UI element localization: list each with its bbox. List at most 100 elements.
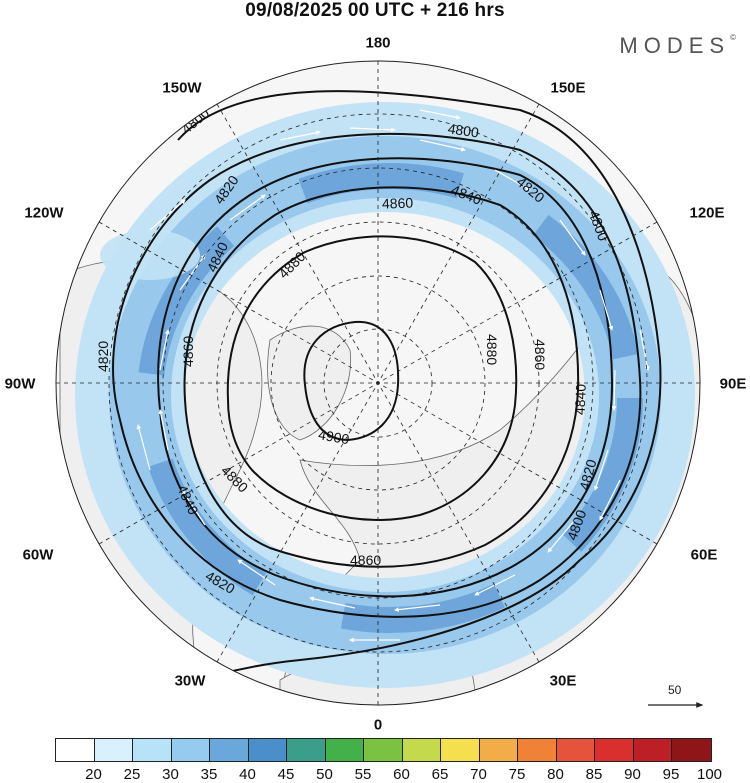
colorbar-tick-label: 45: [277, 766, 295, 783]
height-contours: [112, 90, 662, 701]
modes-logo: MODES©: [619, 33, 736, 59]
contour-4800: [139, 90, 662, 701]
reference-vector-arrow: [648, 702, 704, 708]
graticule: [56, 61, 700, 705]
contour-label: 4880: [484, 334, 500, 365]
colorbar-tick-label: 75: [508, 766, 526, 783]
colorbar-tick-label: 80: [547, 766, 564, 783]
contour-label: 4860: [180, 336, 196, 367]
meridian-150: [216, 103, 540, 663]
colorbar-tick-label: 25: [123, 766, 141, 783]
lon-label-120w: 120W: [24, 204, 64, 222]
colorbar-swatch: [595, 739, 634, 761]
contour-4900: [303, 320, 400, 442]
contour-4860: [183, 186, 580, 568]
lon-label-30e: 30E: [549, 672, 577, 690]
colorbar-swatch: [94, 739, 133, 761]
colorbar-swatch: [518, 739, 557, 761]
contour-label: 4800: [447, 120, 480, 140]
contour-label: 4860: [382, 195, 414, 212]
wind-arrow: [349, 127, 396, 133]
wind-arrow: [158, 409, 169, 451]
lon-label-60w: 60W: [22, 546, 54, 564]
reference-vector-label: 50: [668, 683, 682, 697]
western-jet-lobe: [100, 230, 200, 280]
latitude-circle: [108, 113, 648, 653]
wind-arrow: [599, 479, 621, 521]
colorbar-tick-label: 30: [162, 766, 179, 783]
contour-4820: [112, 132, 642, 618]
colorbar-tick-label: 70: [470, 766, 487, 783]
map-title: 09/08/2025 00 UTC + 216 hrs: [245, 0, 505, 21]
colorbar-tick-label: 90: [624, 766, 641, 783]
latitude-circle: [270, 275, 486, 491]
colorbar-swatch: [287, 739, 326, 761]
colorbar-tick-label: 55: [354, 766, 372, 783]
lon-label-120e: 120E: [689, 204, 725, 222]
colorbar-swatch: [133, 739, 172, 761]
wind-arrow: [559, 219, 586, 256]
lon-label-30w: 30W: [174, 672, 206, 690]
colorbar-swatch: [56, 739, 95, 761]
colorbar-swatch: [248, 739, 287, 761]
wind-arrow: [599, 289, 614, 331]
contour-label: 4840: [572, 383, 589, 415]
colorbar-swatch: [633, 739, 672, 761]
colorbar-swatch: [210, 739, 249, 761]
colorbar-swatch: [171, 739, 210, 761]
wind-arrow: [309, 596, 356, 609]
contour-label: 4820: [576, 457, 600, 491]
colorbar-swatch: [441, 739, 480, 761]
colorbar-tick-label: 50: [316, 766, 333, 783]
lon-label-150e: 150E: [550, 79, 586, 97]
colorbar-tick-label: 65: [431, 766, 449, 783]
contour-label: 4900: [317, 426, 351, 447]
copyright-mark: ©: [730, 33, 736, 42]
wind-arrow: [494, 169, 531, 191]
wind-arrow: [237, 559, 276, 586]
brand-text: MODES: [619, 33, 731, 58]
colorbar-swatch: [325, 739, 364, 761]
contour-label: 4820: [95, 341, 111, 372]
lon-label-90w: 90W: [4, 375, 36, 393]
jet-band-core: [137, 163, 643, 633]
colorbar-tick-label: 60: [393, 766, 410, 783]
colorbar-swatch: [672, 739, 711, 761]
wind-arrow: [611, 369, 617, 411]
wind-arrow: [279, 130, 321, 141]
wind-arrow: [179, 254, 206, 291]
colorbar-tick-label: 40: [239, 766, 256, 783]
contour-label: 4860: [532, 339, 548, 370]
colorbar-tick-label: 100: [696, 766, 723, 783]
colorbar-swatch: [479, 739, 518, 761]
lon-label-90e: 90E: [719, 375, 747, 393]
lon-label-180: 180: [365, 34, 391, 52]
wind-arrow: [593, 449, 609, 491]
wind-arrow: [639, 329, 650, 371]
colorbar-swatch: [364, 739, 403, 761]
colorbar-tick-label: 95: [662, 766, 680, 783]
wind-arrow: [136, 424, 151, 471]
colorbar: [55, 738, 712, 762]
colorbar-tick-label: 20: [85, 766, 102, 783]
contour-label: 4860: [350, 552, 381, 568]
wind-arrow: [181, 489, 206, 526]
colorbar-tick-label: 35: [200, 766, 218, 783]
contour-4880: [226, 235, 518, 521]
lon-label-60e: 60E: [690, 546, 718, 564]
colorbar-swatch: [402, 739, 441, 761]
lon-label-0: 0: [373, 716, 383, 734]
wind-arrow: [159, 329, 170, 371]
wind-arrow: [547, 519, 576, 553]
contour-4840: [157, 157, 614, 598]
colorbar-swatch: [556, 739, 595, 761]
wind-arrow: [419, 109, 461, 120]
wind-speed-shading: [75, 102, 695, 688]
colorbar-tick-label: 85: [585, 766, 603, 783]
wind-arrow: [419, 139, 466, 152]
wind-arrow: [394, 604, 441, 612]
map-boundary: [55, 60, 701, 706]
wind-arrow: [229, 194, 266, 221]
lon-label-150w: 150W: [162, 79, 202, 97]
